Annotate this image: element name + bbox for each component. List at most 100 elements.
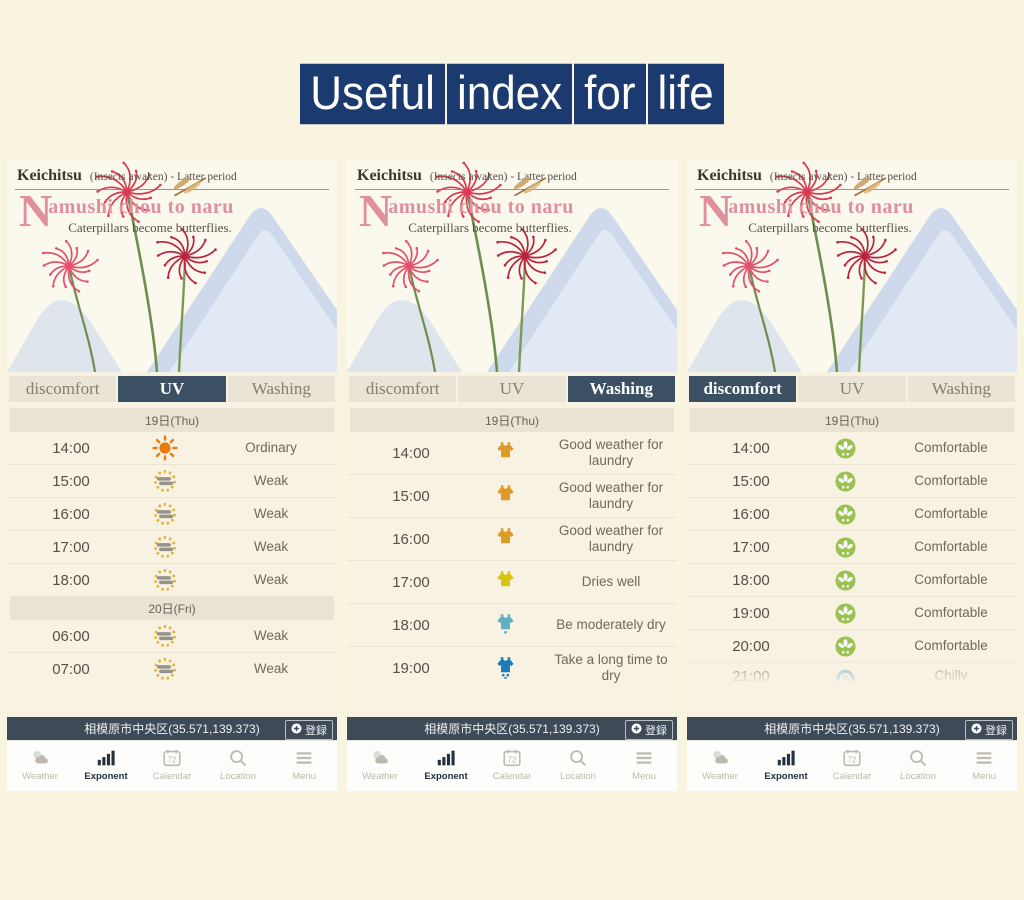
calendar-72-icon: 72: [841, 746, 863, 770]
tab-discomfort[interactable]: discomfort: [689, 376, 797, 402]
location-bar: 相模原市中央区(35.571,139.373) 登録: [687, 717, 1017, 740]
nav-item-menu[interactable]: Menu: [611, 741, 677, 791]
row-label: Weak: [253, 661, 289, 677]
row-label: Weak: [253, 506, 289, 522]
register-label: 登録: [985, 725, 1007, 737]
row-label: Comfortable: [914, 506, 988, 522]
nav-item-location[interactable]: Location: [545, 741, 611, 791]
nav-item-calendar[interactable]: 72 Calendar: [139, 741, 205, 791]
hourly-row: 18:00 Be moderately dry: [347, 603, 677, 646]
row-label: Comfortable: [914, 572, 988, 588]
nav-label: Calendar: [152, 771, 192, 782]
tab-washing[interactable]: Washing: [227, 376, 335, 402]
location-text: 相模原市中央区(35.571,139.373): [764, 722, 940, 736]
season-term-note: (Insects awaken) - Latter period: [429, 171, 577, 183]
hourly-row: 19:00 Take a long time to dry: [347, 646, 677, 689]
row-label: Ordinary: [245, 440, 297, 456]
comfortable-icon: [801, 601, 889, 626]
laundry-moderately-dry-icon: [461, 613, 549, 638]
nav-item-exponent[interactable]: Exponent: [413, 741, 479, 791]
hourly-row: 16:00 Good weather for laundry: [347, 517, 677, 560]
row-time: 07:00: [52, 660, 90, 678]
register-button[interactable]: 登録: [625, 720, 673, 740]
season-phrase: N amushi chou to naru Caterpillars becom…: [347, 188, 677, 236]
chilly-icon: [801, 664, 889, 689]
row-label: Good weather for laundry: [558, 437, 664, 468]
laundry-good-icon: [461, 484, 549, 509]
phrase-drop-cap: N: [699, 185, 733, 236]
date-header: 20日(Fri): [10, 596, 334, 620]
row-time: 17:00: [732, 538, 770, 556]
row-label: Weak: [253, 539, 289, 555]
row-time: 17:00: [392, 573, 430, 591]
nav-item-weather[interactable]: Weather: [687, 741, 753, 791]
row-time: 14:00: [732, 439, 770, 457]
row-time: 16:00: [52, 505, 90, 523]
row-label: Weak: [253, 572, 289, 588]
search-icon: [227, 746, 249, 770]
tab-washing[interactable]: Washing: [907, 376, 1015, 402]
season-term: Keichitsu: [17, 167, 82, 184]
seasonal-header: Keichitsu (Insects awaken) - Latter peri…: [347, 160, 677, 372]
comfortable-icon: [801, 436, 889, 461]
tab-uv[interactable]: UV: [458, 376, 566, 402]
nav-item-menu[interactable]: Menu: [951, 741, 1017, 791]
hourly-row: 14:00 Ordinary: [7, 432, 337, 464]
nav-label: Calendar: [832, 771, 872, 782]
hourly-row: 19:00 Comfortable: [687, 596, 1017, 629]
tab-washing[interactable]: Washing: [567, 376, 675, 402]
nav-item-calendar[interactable]: 72 Calendar: [819, 741, 885, 791]
nav-item-weather[interactable]: Weather: [7, 741, 73, 791]
phrase-translation: Caterpillars become butterflies.: [68, 220, 232, 235]
nav-item-calendar[interactable]: 72 Calendar: [479, 741, 545, 791]
hourly-index-table: 19日(Thu) 14:00 Ordinary 15:00 Weak 16:00 Weak 1…: [7, 402, 337, 717]
tab-uv[interactable]: UV: [798, 376, 906, 402]
uv-weak-icon: [121, 501, 209, 527]
phrase-text: amushi chou to naru: [728, 196, 914, 218]
tab-discomfort[interactable]: discomfort: [349, 376, 457, 402]
red-divider: [355, 189, 669, 190]
uv-weak-icon: [121, 656, 209, 682]
row-time: 19:00: [392, 659, 430, 677]
tab-uv[interactable]: UV: [118, 376, 226, 402]
nav-item-exponent[interactable]: Exponent: [753, 741, 819, 791]
nav-item-location[interactable]: Location: [885, 741, 951, 791]
season-term-line: Keichitsu (Insects awaken) - Latter peri…: [687, 160, 1017, 188]
register-plus-icon: [631, 723, 642, 737]
season-term-note: (Insects awaken) - Latter period: [89, 171, 237, 183]
dragonfly-icon: [845, 173, 893, 204]
nav-label: Location: [560, 771, 596, 782]
comfortable-icon: [801, 535, 889, 560]
register-button[interactable]: 登録: [285, 720, 333, 740]
row-time: 15:00: [52, 472, 90, 490]
row-label: Be moderately dry: [556, 617, 666, 633]
nav-item-menu[interactable]: Menu: [271, 741, 337, 791]
index-tabs: discomfort UV Washing: [9, 376, 335, 402]
nav-label: Exponent: [84, 771, 128, 782]
nav-item-location[interactable]: Location: [205, 741, 271, 791]
hourly-row: 15:00 Weak: [7, 464, 337, 497]
nav-item-exponent[interactable]: Exponent: [73, 741, 139, 791]
calendar-72-icon: 72: [161, 746, 183, 770]
nav-label: Exponent: [764, 771, 808, 782]
row-label: Comfortable: [914, 539, 988, 555]
laundry-good-icon: [461, 527, 549, 552]
phrase-translation: Caterpillars become butterflies.: [748, 220, 912, 235]
row-time: 14:00: [392, 444, 430, 462]
app-panel-discomfort: Keichitsu (Insects awaken) - Latter peri…: [687, 160, 1017, 791]
app-panel-washing: Keichitsu (Insects awaken) - Latter peri…: [347, 160, 677, 791]
hourly-row: 20:00 Comfortable: [687, 629, 1017, 662]
row-time: 21:00: [732, 667, 770, 685]
row-label: Dries well: [581, 574, 641, 590]
season-term-note: (Insects awaken) - Latter period: [769, 171, 917, 183]
laundry-slow-dry-icon: [461, 656, 549, 681]
row-label: Comfortable: [914, 605, 988, 621]
tab-discomfort[interactable]: discomfort: [9, 376, 117, 402]
register-button[interactable]: 登録: [965, 720, 1013, 740]
nav-item-weather[interactable]: Weather: [347, 741, 413, 791]
hourly-index-table: 19日(Thu) 14:00 Good weather for laundry 15:…: [347, 402, 677, 717]
hourly-row: 15:00 Comfortable: [687, 464, 1017, 497]
title-word: for: [574, 63, 646, 125]
row-time: 18:00: [732, 571, 770, 589]
spider-lily-fuji-artwork: [7, 160, 337, 372]
